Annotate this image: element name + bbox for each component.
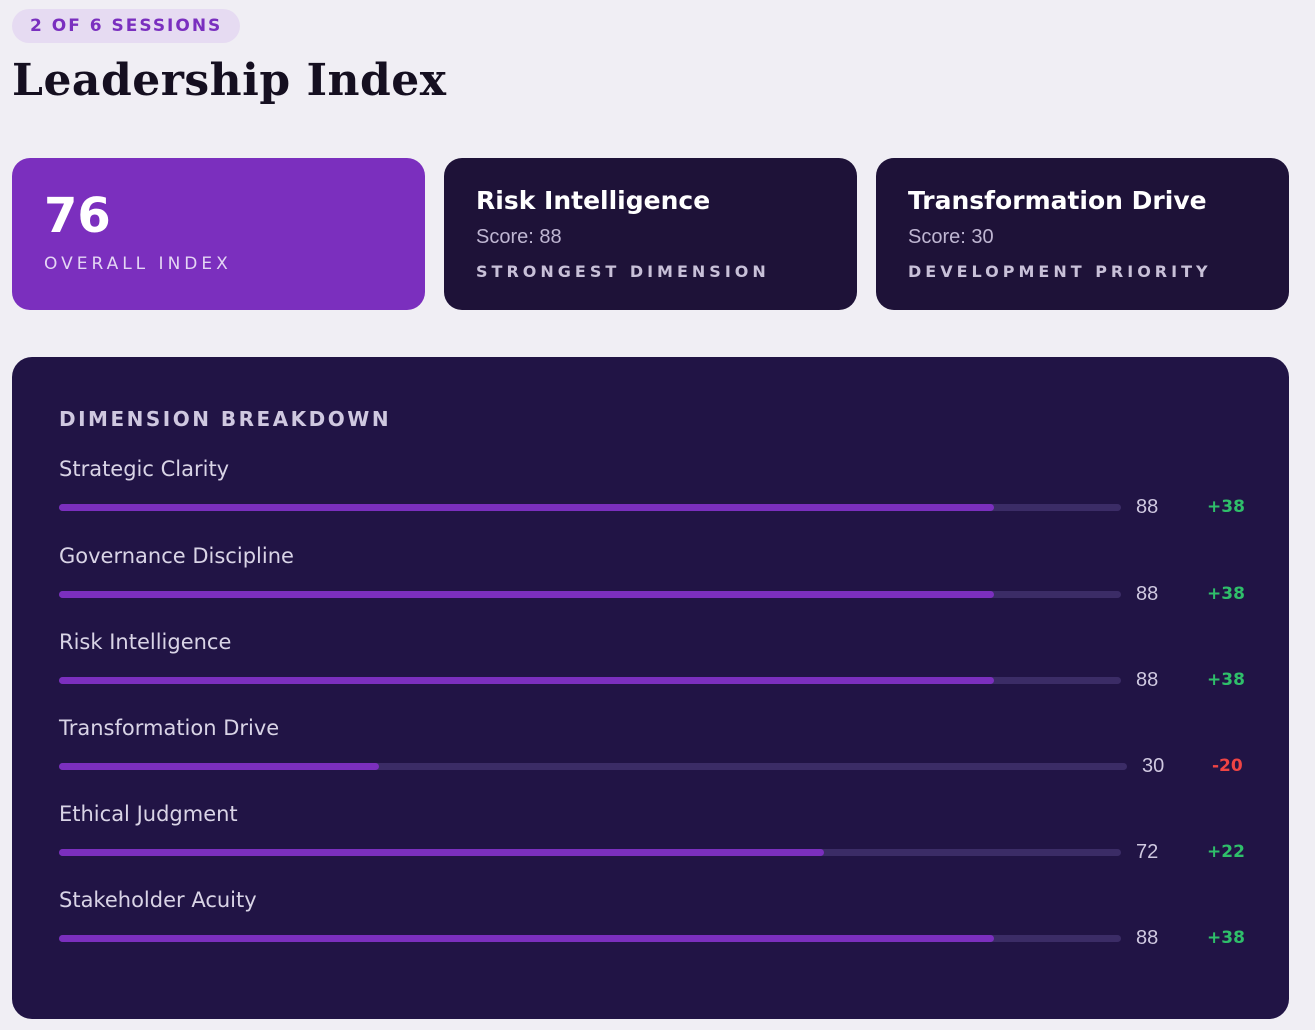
dimension-score-fill xyxy=(59,935,994,942)
page-title: Leadership Index xyxy=(12,55,447,106)
dimension-score-fill xyxy=(59,504,994,511)
dimension-label: Ethical Judgment xyxy=(59,802,238,826)
overall-index-label: OVERALL INDEX xyxy=(44,254,232,274)
dimension-score: 72 xyxy=(1136,841,1159,863)
dimension-label: Stakeholder Acuity xyxy=(59,888,257,912)
dimension-delta: +38 xyxy=(1207,584,1245,604)
dimension-label: Risk Intelligence xyxy=(59,630,232,654)
dimension-label: Strategic Clarity xyxy=(59,457,230,481)
dimension-score-fill xyxy=(59,763,380,770)
dimension-row-strategic-clarity: Strategic Clarity 88 +38 xyxy=(59,457,1249,543)
dimension-score-bar xyxy=(59,763,1127,770)
dimension-delta: -20 xyxy=(1212,756,1243,776)
dimension-row-ethical-judgment: Ethical Judgment 72 +22 xyxy=(59,802,1249,888)
dimension-row-stakeholder-acuity: Stakeholder Acuity 88 +38 xyxy=(59,888,1249,974)
dimension-score: 30 xyxy=(1142,755,1165,777)
dimension-label: Transformation Drive xyxy=(59,716,280,740)
dimension-score-bar xyxy=(59,591,1121,598)
dimension-score-fill xyxy=(59,849,824,856)
strongest-dimension-score: Score: 88 xyxy=(476,226,562,248)
development-priority-card: Transformation Drive Score: 30 DEVELOPME… xyxy=(876,158,1289,310)
strongest-dimension-card: Risk Intelligence Score: 88 STRONGEST DI… xyxy=(444,158,857,310)
dimension-row-transformation-drive: Transformation Drive 30 -20 xyxy=(59,716,1249,802)
dimension-score-bar xyxy=(59,504,1121,511)
dimension-score: 88 xyxy=(1136,496,1159,518)
strongest-dimension-caption: STRONGEST DIMENSION xyxy=(476,262,770,281)
dimension-score-fill xyxy=(59,677,994,684)
dimension-score-bar xyxy=(59,849,1121,856)
dimension-score-fill xyxy=(59,591,994,598)
development-priority-title: Transformation Drive xyxy=(908,186,1207,215)
dimension-score: 88 xyxy=(1136,669,1159,691)
dimension-score: 88 xyxy=(1136,583,1159,605)
dimension-score-bar xyxy=(59,935,1121,942)
development-priority-caption: DEVELOPMENT PRIORITY xyxy=(908,262,1212,281)
dimension-breakdown-panel: DIMENSION BREAKDOWN Strategic Clarity 88… xyxy=(12,357,1289,1019)
dimension-row-governance-discipline: Governance Discipline 88 +38 xyxy=(59,544,1249,630)
dimension-row-risk-intelligence: Risk Intelligence 88 +38 xyxy=(59,630,1249,716)
dimension-delta: +38 xyxy=(1207,670,1245,690)
dimension-score-bar xyxy=(59,677,1121,684)
session-progress-badge: 2 OF 6 SESSIONS xyxy=(12,9,241,43)
dimension-delta: +38 xyxy=(1207,497,1245,517)
dimension-delta: +38 xyxy=(1207,928,1245,948)
dimension-delta: +22 xyxy=(1207,842,1245,862)
dimension-score: 88 xyxy=(1136,927,1159,949)
development-priority-score: Score: 30 xyxy=(908,226,994,248)
overall-index-card: 76 OVERALL INDEX xyxy=(12,158,425,310)
dimension-label: Governance Discipline xyxy=(59,544,294,568)
dimension-breakdown-title: DIMENSION BREAKDOWN xyxy=(59,407,392,431)
overall-index-value: 76 xyxy=(44,188,111,244)
strongest-dimension-title: Risk Intelligence xyxy=(476,186,711,215)
